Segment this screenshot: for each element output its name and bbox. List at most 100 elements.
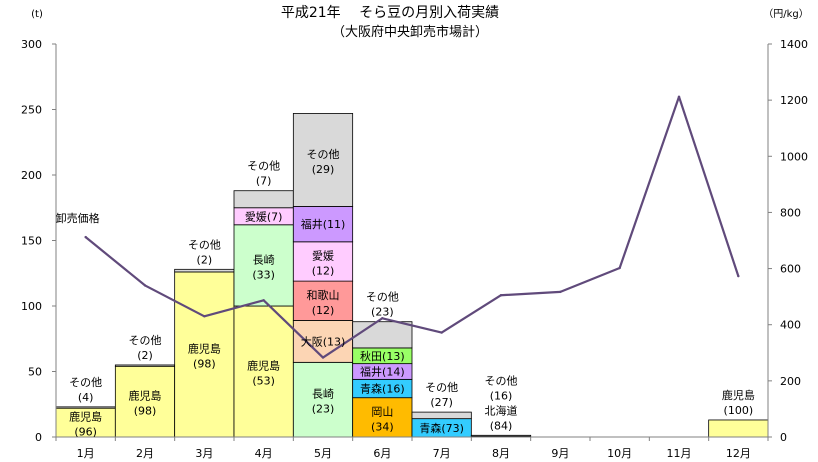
annotation-label: その他 <box>247 160 280 173</box>
segment-label: 長崎 <box>253 252 275 266</box>
segment-label: 岡山 <box>371 405 393 418</box>
bar-segment <box>114 365 176 438</box>
bar-segment <box>470 434 532 437</box>
bar-segment <box>352 321 413 349</box>
bar-segment <box>114 364 176 367</box>
bar-segment <box>292 241 354 282</box>
x-tick-label: 3月 <box>195 447 213 460</box>
x-tick-label: 4月 <box>255 447 273 460</box>
price-point <box>440 331 443 334</box>
price-point <box>381 317 384 320</box>
bar-segment <box>411 411 472 420</box>
x-tick-label: 9月 <box>551 447 569 460</box>
bar-segment <box>55 406 116 409</box>
right-axis-unit: （円/kg） <box>763 8 809 20</box>
y2-tick-label: 600 <box>780 263 801 276</box>
chart-title: 平成21年 そら豆の月別入荷実績 <box>281 5 499 21</box>
segment-label: 愛媛 <box>312 248 334 262</box>
annotation-label: その他 <box>69 376 102 389</box>
segment-label: その他 <box>307 148 340 161</box>
price-series-label: 卸売価格 <box>56 211 100 225</box>
segment-value-label: (29) <box>312 163 335 176</box>
segment-label: 青森(73) <box>419 421 464 435</box>
x-tick-label: 6月 <box>373 447 391 460</box>
x-tick-label: 7月 <box>433 447 451 460</box>
x-tick-label: 8月 <box>492 447 510 460</box>
price-point <box>203 315 206 318</box>
price-point <box>321 356 325 359</box>
annotation-label: (4) <box>78 391 94 404</box>
x-tick-label: 10月 <box>607 447 632 460</box>
price-point <box>618 266 621 270</box>
segment-value-label: (98) <box>193 357 216 370</box>
segment-label: 鹿児島 <box>247 359 280 373</box>
annotation-label: (100) <box>724 404 754 417</box>
x-tick-label: 1月 <box>77 447 95 460</box>
price-line-layer <box>84 95 740 359</box>
y-tick-label: 250 <box>21 104 42 117</box>
y2-tick-label: 200 <box>780 375 801 388</box>
bars-layer <box>55 113 769 438</box>
annotation-label: その他 <box>129 334 162 347</box>
segment-value-label: (96) <box>74 426 97 439</box>
annotation-label: その他 <box>188 238 221 251</box>
bar-segment <box>174 268 235 273</box>
y-tick-label: 100 <box>21 300 42 313</box>
x-tick-label: 5月 <box>314 447 332 460</box>
y-tick-label: 150 <box>21 235 42 248</box>
bar-segment <box>233 190 294 209</box>
price-point <box>84 235 87 239</box>
price-point <box>499 294 503 297</box>
bar-segment <box>292 280 354 321</box>
annotation-label: その他 <box>485 374 518 387</box>
bar-segment <box>292 320 354 363</box>
price-line <box>84 95 740 359</box>
bar-segment <box>292 113 354 207</box>
segment-label: 長崎 <box>312 387 334 401</box>
axes-layer: 0 50 100 150 200 250 300 0 200 400 600 800 1000 1200 1… <box>21 38 808 460</box>
bar-segment <box>708 419 769 438</box>
x-tick-label: 11月 <box>667 447 692 460</box>
segment-label: 鹿児島 <box>129 389 162 403</box>
segment-value-label: (34) <box>371 420 394 433</box>
annotation-label: (27) <box>430 396 453 409</box>
segment-value-label: (33) <box>252 268 275 281</box>
segment-label: 青森(16) <box>360 382 405 396</box>
segment-value-label: (53) <box>252 375 275 388</box>
bar-segment <box>233 305 294 438</box>
price-point <box>737 274 740 278</box>
bar-segment <box>233 224 294 307</box>
y2-tick-label: 400 <box>780 319 801 332</box>
segment-value-label: (23) <box>312 403 335 416</box>
annotation-label: (23) <box>371 306 394 319</box>
chart-subtitle: （大阪府中央卸売市場計） <box>332 24 488 40</box>
segment-label: 鹿児島 <box>188 341 221 355</box>
left-axis-unit: (t) <box>31 9 43 20</box>
segment-value-label: (12) <box>312 304 335 317</box>
bar-segment <box>352 397 413 438</box>
segment-value-label: (98) <box>134 405 157 418</box>
annotation-label: (2) <box>137 349 153 362</box>
x-tick-label: 2月 <box>136 447 154 460</box>
segment-label: 福井(14) <box>360 365 405 379</box>
annotation-label: (16) <box>490 389 513 402</box>
price-point <box>559 290 562 294</box>
segment-label: 鹿児島 <box>69 410 102 424</box>
y2-tick-label: 800 <box>780 206 801 219</box>
price-point <box>677 95 681 98</box>
segment-label: 大阪(13) <box>301 334 346 348</box>
y-tick-label: 300 <box>21 38 42 51</box>
annotation-label: その他 <box>425 381 458 394</box>
annotation-label: (2) <box>197 253 213 266</box>
segment-label: 愛媛(7) <box>245 209 283 223</box>
price-point <box>143 284 147 287</box>
segment-label: 和歌山 <box>307 288 340 302</box>
bar-segment <box>55 407 116 438</box>
y-tick-label: 200 <box>21 169 42 182</box>
annotation-label: 鹿児島 <box>722 388 755 402</box>
segment-value-label: (12) <box>312 264 335 277</box>
annotation-label: (84) <box>490 419 513 432</box>
y-tick-label: 0 <box>35 431 42 444</box>
